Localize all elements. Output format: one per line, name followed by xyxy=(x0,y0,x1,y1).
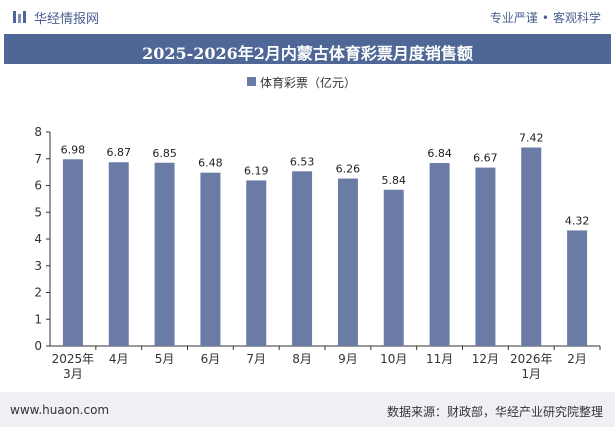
data-label: 7.42 xyxy=(519,132,544,145)
x-tick-label: 9月 xyxy=(338,352,358,366)
x-tick-label: 10月 xyxy=(380,352,407,366)
x-tick-label: 2月 xyxy=(567,352,587,366)
bar xyxy=(429,163,450,346)
x-tick-label: 8月 xyxy=(292,352,312,366)
x-tick-label: 2025年 xyxy=(52,352,95,366)
x-tick-label: 2026年 xyxy=(510,352,553,366)
x-tick-label: 5月 xyxy=(155,352,175,366)
data-label: 6.67 xyxy=(473,152,498,165)
bar xyxy=(246,180,267,346)
legend-label: 体育彩票（亿元） xyxy=(260,76,357,90)
y-tick-label: 5 xyxy=(34,205,42,219)
slogan-left: 专业严谨 xyxy=(489,11,538,25)
data-label: 6.87 xyxy=(107,146,132,159)
x-tick-label: 1月 xyxy=(521,367,541,381)
footer-source: 数据来源：财政部，华经产业研究院整理 xyxy=(386,405,603,419)
x-tick-label: 12月 xyxy=(472,352,499,366)
slogan: 专业严谨 • 客观科学 xyxy=(490,9,601,26)
x-tick-label: 6月 xyxy=(201,352,221,366)
x-tick-label: 7月 xyxy=(246,352,266,366)
bar xyxy=(521,147,542,346)
brand-logo-icon xyxy=(13,11,26,23)
bar xyxy=(62,159,83,346)
chart-title: 2025-2026年2月内蒙古体育彩票月度销售额 xyxy=(142,44,473,63)
bar xyxy=(154,162,175,346)
data-label: 6.85 xyxy=(152,147,177,160)
legend-swatch xyxy=(247,77,256,86)
x-tick-label: 4月 xyxy=(109,352,129,366)
brand-name: 华经情报网 xyxy=(34,12,100,27)
footer-website: www.huaon.com xyxy=(10,403,110,417)
y-tick-label: 7 xyxy=(34,152,42,166)
bar xyxy=(567,230,588,346)
y-tick-label: 2 xyxy=(34,286,42,300)
slogan-right: 客观科学 xyxy=(552,11,601,25)
bar xyxy=(200,172,221,346)
bar xyxy=(108,162,129,346)
data-label: 4.32 xyxy=(565,214,590,227)
header-bar: 华经情报网 专业严谨 • 客观科学 xyxy=(0,0,615,34)
bullet-icon: • xyxy=(541,11,549,25)
x-tick-label: 3月 xyxy=(63,367,83,381)
y-tick-label: 3 xyxy=(34,259,42,273)
bar xyxy=(475,167,496,346)
y-tick-label: 4 xyxy=(34,232,42,246)
bar xyxy=(292,171,313,346)
bar xyxy=(383,189,404,346)
data-label: 6.26 xyxy=(336,163,361,176)
x-tick-label: 11月 xyxy=(426,352,453,366)
title-bar: 2025-2026年2月内蒙古体育彩票月度销售额 xyxy=(4,34,611,64)
data-label: 6.48 xyxy=(198,157,223,170)
data-label: 5.84 xyxy=(382,174,407,187)
data-label: 6.98 xyxy=(61,143,86,156)
data-label: 6.19 xyxy=(244,164,269,177)
bar xyxy=(337,178,358,346)
footer-bar xyxy=(0,392,615,427)
data-label: 6.84 xyxy=(427,147,452,160)
data-label: 6.53 xyxy=(290,155,315,168)
y-tick-label: 6 xyxy=(34,179,42,193)
y-tick-label: 8 xyxy=(34,125,42,139)
y-tick-label: 1 xyxy=(34,312,42,326)
y-tick-label: 0 xyxy=(34,339,42,353)
